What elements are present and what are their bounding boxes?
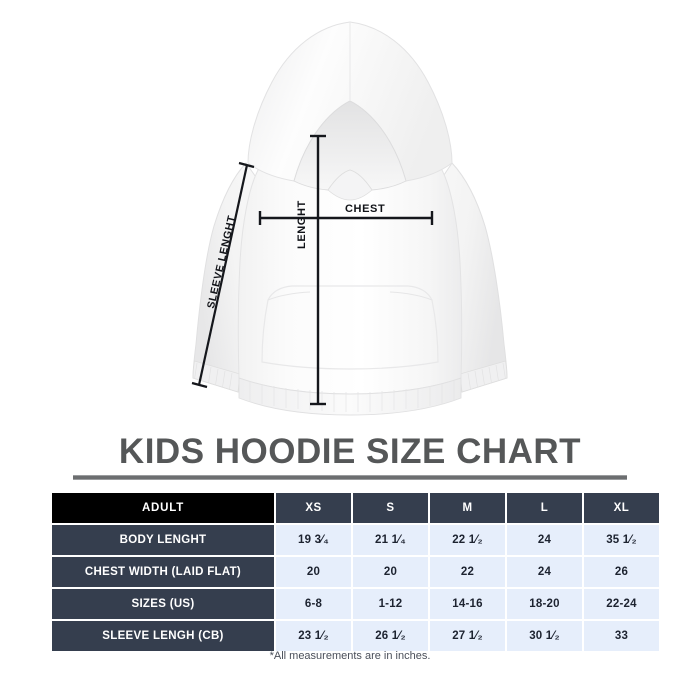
row-label-body-length: BODY LENGHT	[52, 525, 274, 555]
row-label-sizes-us: SIZES (US)	[52, 589, 274, 619]
length-annotation-label: LENGHT	[296, 200, 308, 249]
table-header-row: ADULT XS S M L XL	[52, 493, 659, 523]
measurement-lines	[191, 134, 434, 406]
cell-sleeve-length-xl: 33	[584, 621, 659, 651]
size-chart-table: ADULT XS S M L XL BODY LENGHT 19 3⁄₄ 21 …	[50, 491, 661, 653]
cell-body-length-l: 24	[507, 525, 582, 555]
cell-body-length-xs: 19 3⁄₄	[276, 525, 351, 555]
cell-chest-width-xs: 20	[276, 557, 351, 587]
cell-sizes-us-m: 14-16	[430, 589, 505, 619]
cell-sleeve-length-l: 30 1⁄₂	[507, 621, 582, 651]
length-measure-line	[310, 134, 326, 406]
header-size-s: S	[353, 493, 428, 523]
cell-sizes-us-s: 1-12	[353, 589, 428, 619]
cell-sleeve-length-s: 26 1⁄₂	[353, 621, 428, 651]
cell-chest-width-xl: 26	[584, 557, 659, 587]
chest-annotation-label: CHEST	[345, 203, 386, 215]
hoodie-drawing	[191, 21, 508, 416]
cell-chest-width-l: 24	[507, 557, 582, 587]
table-row: CHEST WIDTH (LAID FLAT) 20 20 22 24 26	[52, 557, 659, 587]
table-row: SLEEVE LENGH (CB) 23 1⁄₂ 26 1⁄₂ 27 1⁄₂ 3…	[52, 621, 659, 651]
header-size-m: M	[430, 493, 505, 523]
hoodie-illustration: CHEST LENGHT SLEEVE LENGHT	[191, 21, 508, 416]
header-size-xl: XL	[584, 493, 659, 523]
hood	[247, 21, 453, 201]
sleeve-length-measure-line	[191, 161, 255, 389]
cell-sleeve-length-xs: 23 1⁄₂	[276, 621, 351, 651]
title-block: KIDS HOODIE SIZE CHART	[0, 432, 700, 480]
cell-body-length-m: 22 1⁄₂	[430, 525, 505, 555]
cell-body-length-s: 21 1⁄₄	[353, 525, 428, 555]
row-label-chest-width: CHEST WIDTH (LAID FLAT)	[52, 557, 274, 587]
header-adult: ADULT	[52, 493, 274, 523]
cell-sizes-us-l: 18-20	[507, 589, 582, 619]
page-title: KIDS HOODIE SIZE CHART	[118, 432, 582, 471]
table-row: SIZES (US) 6-8 1-12 14-16 18-20 22-24	[52, 589, 659, 619]
title-divider	[73, 475, 627, 480]
cell-body-length-xl: 35 1⁄₂	[584, 525, 659, 555]
cell-sleeve-length-m: 27 1⁄₂	[430, 621, 505, 651]
header-size-xs: XS	[276, 493, 351, 523]
row-label-sleeve-length: SLEEVE LENGH (CB)	[52, 621, 274, 651]
cell-sizes-us-xl: 22-24	[584, 589, 659, 619]
cell-sizes-us-xs: 6-8	[276, 589, 351, 619]
header-size-l: L	[507, 493, 582, 523]
cell-chest-width-s: 20	[353, 557, 428, 587]
chest-measure-line	[258, 211, 434, 225]
measurement-footnote: *All measurements are in inches.	[269, 650, 431, 662]
cell-chest-width-m: 22	[430, 557, 505, 587]
table-row: BODY LENGHT 19 3⁄₄ 21 1⁄₄ 22 1⁄₂ 24 35 1…	[52, 525, 659, 555]
